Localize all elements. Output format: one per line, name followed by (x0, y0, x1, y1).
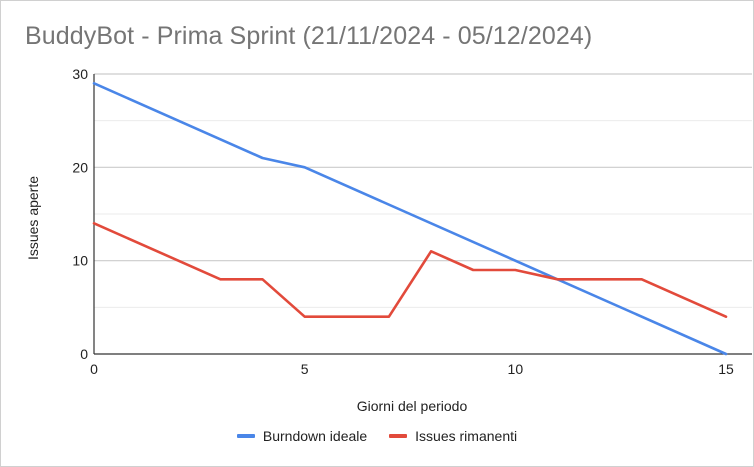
y-tick-label: 0 (80, 346, 88, 362)
legend-swatch (389, 434, 408, 438)
x-tick-label: 15 (718, 361, 734, 377)
x-axis-title: Giorni del periodo (357, 398, 468, 414)
legend-item: Burndown ideale (236, 428, 368, 444)
chart-legend: Burndown ideale Issues rimanenti (0, 428, 754, 444)
chart-title: BuddyBot - Prima Sprint (21/11/2024 - 05… (25, 22, 593, 50)
data-series (92, 82, 728, 356)
legend-swatch (236, 434, 255, 438)
tick-labels: 0 10 20 30 0 5 10 15 (72, 66, 734, 377)
series-line-2 (92, 222, 728, 319)
y-tick-label: 30 (72, 66, 88, 82)
series-line-1 (92, 82, 728, 356)
y-tick-label: 20 (72, 159, 88, 175)
y-axis-title: Issues aperte (25, 176, 41, 260)
grid-lines (94, 73, 752, 308)
y-tick-label: 10 (72, 253, 88, 269)
axes (93, 74, 752, 355)
legend-label: Issues rimanenti (415, 428, 518, 444)
legend-label: Burndown ideale (262, 428, 368, 444)
legend-item: Issues rimanenti (389, 428, 517, 444)
x-tick-label: 10 (508, 361, 524, 377)
x-tick-label: 5 (301, 361, 309, 377)
x-tick-label: 0 (90, 361, 98, 377)
